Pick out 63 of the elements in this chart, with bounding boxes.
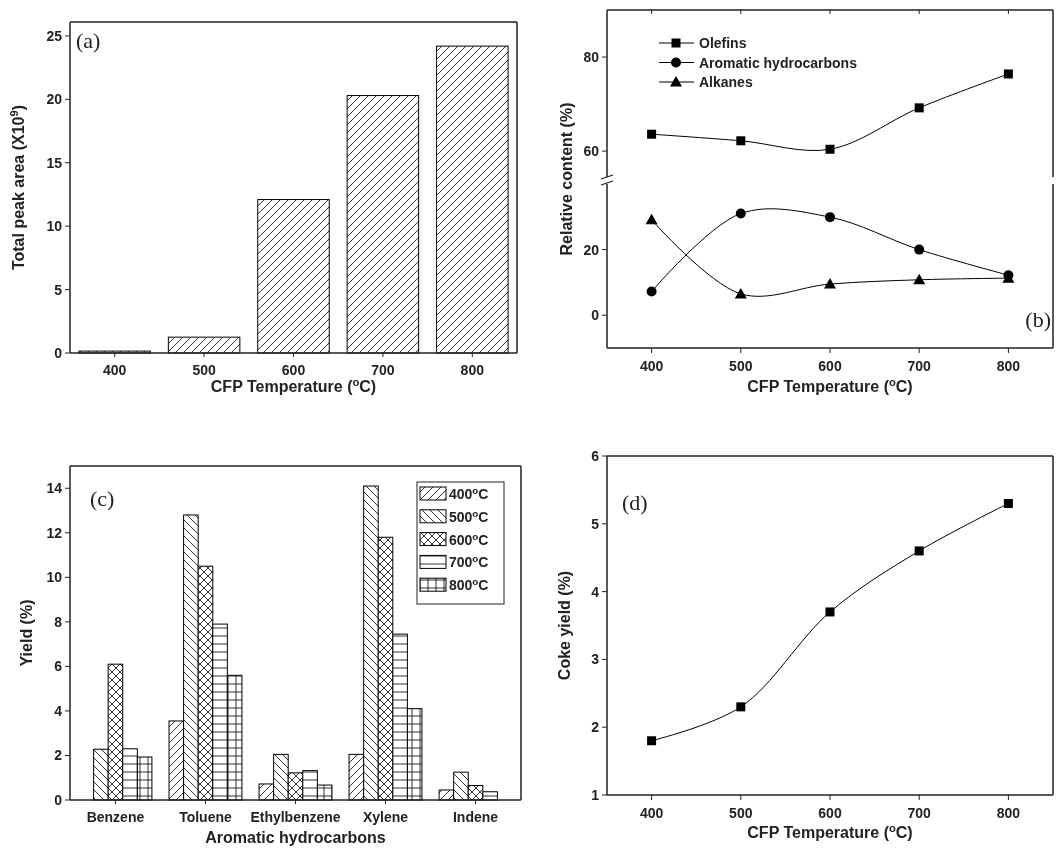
- x-tick-label: 700: [907, 358, 932, 374]
- y-tick-label: 5: [591, 515, 600, 532]
- y-tick-label: 4: [591, 583, 600, 600]
- y-tick-label: 20: [583, 241, 600, 258]
- y-axis-title: Yield (%): [18, 599, 35, 667]
- legend-label: 400$^{o}$C: [449, 484, 489, 502]
- annotation: (d): [622, 490, 648, 515]
- x-tick-label: 700: [907, 805, 932, 821]
- x-tick-label: 600: [818, 358, 842, 374]
- x-tick-label: 500: [729, 358, 753, 374]
- y-tick-label: 14: [46, 480, 63, 497]
- y-tick-label: 10: [46, 569, 63, 586]
- legend-label: Aromatic hydrocarbons: [699, 54, 858, 71]
- legend-label: Alkanes: [699, 74, 753, 90]
- y-tick-label: 6: [591, 448, 600, 464]
- y-tick-label: 25: [46, 27, 63, 44]
- x-tick-label: 400: [639, 805, 664, 821]
- legend-label: Olefins: [699, 35, 747, 51]
- y-tick-label: 0: [54, 792, 63, 808]
- x-tick-label: Toluene: [179, 809, 232, 825]
- x-tick-label: Benzene: [86, 809, 145, 825]
- x-tick-label: 600: [281, 362, 306, 378]
- x-tick-label: 800: [996, 358, 1021, 374]
- x-tick-label: Indene: [452, 809, 499, 825]
- y-tick-label: 60: [583, 143, 600, 160]
- x-tick-label: 400: [103, 362, 127, 378]
- y-tick-label: 4: [54, 702, 63, 719]
- x-axis-title: CFP Temperature ($^{o}$C): [747, 822, 913, 841]
- annotation: (c): [90, 486, 115, 511]
- annotation: (b): [1025, 307, 1051, 332]
- y-tick-label: 0: [591, 307, 600, 324]
- y-tick-label: 12: [46, 524, 63, 541]
- x-tick-label: 800: [460, 362, 485, 378]
- y-tick-label: 1: [591, 787, 600, 803]
- y-tick-label: 5: [54, 281, 63, 298]
- y-tick-label: 2: [54, 747, 63, 764]
- x-axis-title: Aromatic hydrocarbons: [205, 829, 386, 846]
- annotation: (a): [76, 28, 101, 53]
- x-tick-label: 500: [729, 805, 753, 821]
- legend-label: 600$^{o}$C: [449, 530, 489, 548]
- x-tick-label: Xylene: [362, 809, 409, 825]
- y-tick-label: 80: [583, 49, 600, 66]
- y-axis-title: Coke yield (%): [556, 570, 573, 681]
- legend-label: 500$^{o}$C: [449, 507, 489, 525]
- x-axis-title: CFP Temperature ($^{o}$C): [747, 376, 913, 395]
- y-tick-label: 2: [591, 719, 600, 736]
- x-tick-label: 500: [192, 362, 216, 378]
- legend-label: 800$^{o}$C: [449, 575, 489, 594]
- x-tick-label: 400: [639, 358, 664, 374]
- y-tick-label: 0: [54, 345, 63, 361]
- y-tick-label: 6: [54, 658, 63, 675]
- y-tick-label: 20: [46, 91, 63, 108]
- x-tick-label: 600: [818, 805, 842, 821]
- x-tick-label: 800: [996, 805, 1021, 821]
- legend-label: 700$^{o}$C: [449, 552, 489, 571]
- y-tick-label: 8: [54, 613, 63, 630]
- y-tick-label: 15: [46, 154, 63, 171]
- x-tick-label: 700: [371, 362, 395, 378]
- x-axis-title: CFP Temperature ($^{o}$C): [210, 376, 377, 395]
- y-tick-label: 10: [46, 218, 63, 235]
- y-axis-title: Relative content (%): [558, 102, 575, 256]
- y-tick-label: 3: [591, 651, 600, 668]
- x-tick-label: Ethylbenzene: [250, 809, 341, 825]
